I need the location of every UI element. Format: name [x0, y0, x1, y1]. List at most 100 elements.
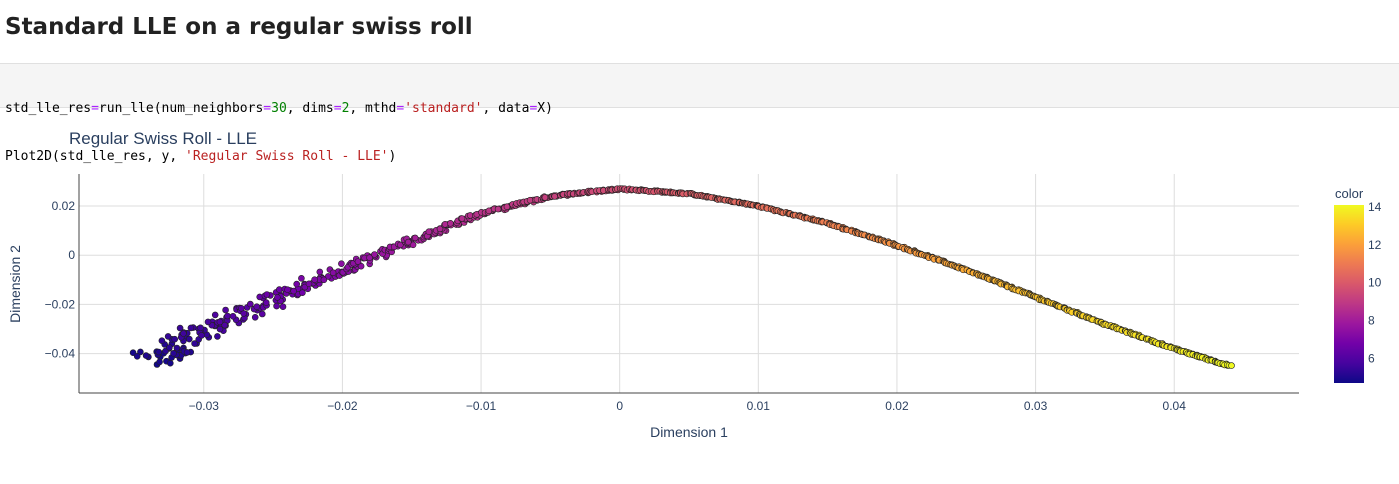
scatter-point	[214, 333, 221, 340]
scatter-point	[204, 318, 212, 326]
y-tick-label: 0.02	[52, 199, 76, 213]
x-tick-label: 0.03	[1024, 399, 1048, 413]
scatter-point	[229, 313, 237, 320]
scatter-point	[324, 273, 332, 280]
page-heading: Standard LLE on a regular swiss roll	[5, 14, 473, 40]
scatter-point	[551, 193, 559, 200]
scatter-point	[274, 294, 281, 301]
scatter-point	[142, 352, 150, 359]
code-token: Plot2D(std_lle_res, y,	[5, 149, 186, 164]
scatter-point	[129, 349, 137, 356]
y-axis-ticks: −0.04 −0.02 0 0.02	[45, 199, 76, 361]
colorbar-ticks: 6 8 10 12 14	[1368, 200, 1382, 365]
scatter-point	[275, 286, 283, 293]
code-token: run_lle(num_neighbors	[98, 101, 264, 116]
scatter-point	[366, 254, 373, 261]
colorbar: color 6 8 10 12 14	[1334, 186, 1382, 383]
code-token: , dims	[286, 101, 334, 116]
code-token: 'standard'	[404, 101, 483, 116]
scatter-point	[222, 306, 229, 314]
scatter-plot[interactable]: Regular Swiss Roll - LLE −0.03 −0.02 −0.01…	[0, 110, 1399, 484]
y-axis-label: Dimension 2	[7, 245, 23, 323]
scatter-point	[404, 238, 412, 246]
y-tick-label: 0	[68, 248, 75, 262]
scatter-point	[1228, 362, 1235, 369]
y-tick-label: −0.04	[45, 347, 76, 361]
code-token: , mthd	[349, 101, 397, 116]
scatter-point	[180, 330, 187, 337]
scatter-point	[171, 335, 178, 343]
x-tick-label: −0.02	[327, 399, 358, 413]
scatter-point	[411, 234, 419, 242]
scatter-point	[263, 291, 271, 298]
code-token: 2	[341, 101, 350, 116]
code-token: )	[388, 149, 397, 164]
code-line: std_lle_res=run_lle(num_neighbors=30, di…	[5, 101, 1394, 117]
scatter-point	[253, 303, 261, 310]
colorbar-tick-label: 6	[1368, 351, 1375, 365]
chart-title: Regular Swiss Roll - LLE	[69, 129, 257, 148]
code-token: =	[263, 101, 272, 116]
code-token: , data	[482, 101, 530, 116]
axes	[78, 174, 1299, 394]
code-token: X)	[537, 101, 553, 116]
scatter-point	[494, 205, 502, 213]
scatter-point	[173, 344, 181, 352]
scatter-point	[357, 262, 365, 270]
colorbar-tick-label: 14	[1368, 200, 1382, 214]
scatter-point	[191, 340, 198, 347]
code-token: =	[529, 101, 538, 116]
scatter-point	[397, 241, 404, 249]
scatter-point	[262, 299, 270, 306]
scatter-point	[293, 280, 301, 288]
scatter-point	[311, 276, 318, 283]
scatter-point	[198, 332, 205, 339]
y-tick-label: −0.02	[45, 297, 76, 311]
scatter-point	[166, 344, 173, 351]
scatter-point	[371, 251, 378, 258]
x-tick-label: 0.02	[885, 399, 909, 413]
scatter-point	[290, 287, 297, 295]
scatter-point	[273, 302, 280, 310]
scatter-point	[436, 225, 444, 233]
scatter-point	[316, 268, 324, 276]
code-token: =	[333, 101, 342, 116]
scatter-point	[258, 310, 266, 318]
scatter-point	[137, 348, 144, 356]
code-line: Plot2D(std_lle_res, y, 'Regular Swiss Ro…	[5, 149, 1394, 165]
scatter-point	[211, 311, 219, 319]
scatter-point	[167, 359, 174, 367]
scatter-point	[305, 280, 313, 288]
code-token: =	[396, 101, 405, 116]
scatter-point	[187, 324, 195, 332]
scatter-point	[133, 353, 141, 360]
scatter-point	[197, 324, 204, 332]
code-token: =	[91, 101, 99, 116]
x-tick-label: −0.03	[189, 399, 220, 413]
x-axis-ticks: −0.03 −0.02 −0.01 0 0.01 0.02 0.03 0.04	[189, 399, 1187, 413]
scatter-point	[441, 221, 449, 228]
scatter-point	[155, 348, 162, 356]
scatter-point	[221, 321, 228, 329]
scatter-point	[247, 300, 254, 308]
x-tick-label: 0.04	[1163, 399, 1187, 413]
code-cell[interactable]: std_lle_res=run_lle(num_neighbors=30, di…	[0, 63, 1399, 164]
data-points	[129, 185, 1235, 369]
code-token: std_lle_res	[5, 101, 92, 116]
scatter-point	[299, 289, 306, 296]
x-axis-label: Dimension 1	[650, 424, 728, 440]
scatter-point	[447, 220, 454, 227]
colorbar-tick-label: 12	[1368, 238, 1382, 252]
scatter-point	[279, 303, 287, 310]
scatter-point	[284, 286, 291, 293]
x-tick-label: 0.01	[747, 399, 771, 413]
scatter-point	[216, 325, 224, 333]
code-token: 30	[271, 101, 287, 116]
scatter-point	[354, 258, 362, 265]
colorbar-gradient	[1334, 205, 1364, 383]
scatter-point	[238, 305, 245, 312]
scatter-point	[503, 203, 511, 210]
scatter-point	[156, 358, 163, 366]
scatter-point	[541, 194, 549, 201]
x-tick-label: −0.01	[466, 399, 497, 413]
